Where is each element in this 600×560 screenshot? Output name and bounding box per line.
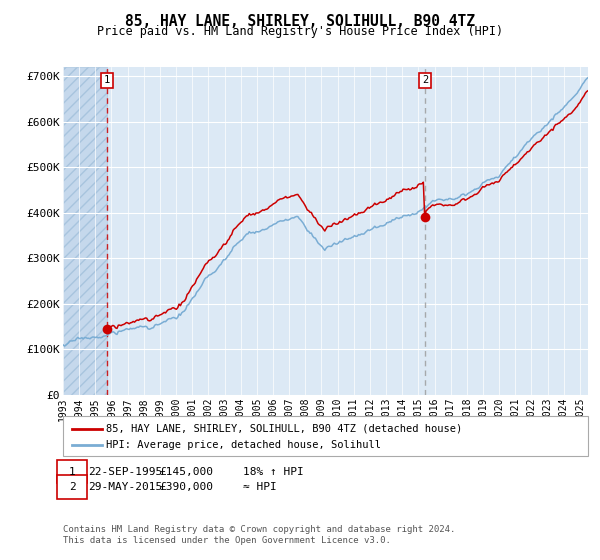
Text: 85, HAY LANE, SHIRLEY, SOLIHULL, B90 4TZ (detached house): 85, HAY LANE, SHIRLEY, SOLIHULL, B90 4TZ…: [106, 424, 463, 434]
Text: Price paid vs. HM Land Registry's House Price Index (HPI): Price paid vs. HM Land Registry's House …: [97, 25, 503, 38]
Text: 29-MAY-2015: 29-MAY-2015: [88, 482, 163, 492]
Text: 22-SEP-1995: 22-SEP-1995: [88, 466, 163, 477]
Text: 2: 2: [68, 482, 76, 492]
Text: £145,000: £145,000: [159, 466, 213, 477]
Text: 1: 1: [104, 76, 110, 85]
Bar: [63, 67, 107, 395]
Text: 85, HAY LANE, SHIRLEY, SOLIHULL, B90 4TZ: 85, HAY LANE, SHIRLEY, SOLIHULL, B90 4TZ: [125, 14, 475, 29]
Text: HPI: Average price, detached house, Solihull: HPI: Average price, detached house, Soli…: [106, 440, 381, 450]
Text: 18% ↑ HPI: 18% ↑ HPI: [243, 466, 304, 477]
Text: £390,000: £390,000: [159, 482, 213, 492]
Text: Contains HM Land Registry data © Crown copyright and database right 2024.
This d: Contains HM Land Registry data © Crown c…: [63, 525, 455, 545]
Text: ≈ HPI: ≈ HPI: [243, 482, 277, 492]
Text: 2: 2: [422, 76, 428, 85]
Text: 1: 1: [68, 466, 76, 477]
